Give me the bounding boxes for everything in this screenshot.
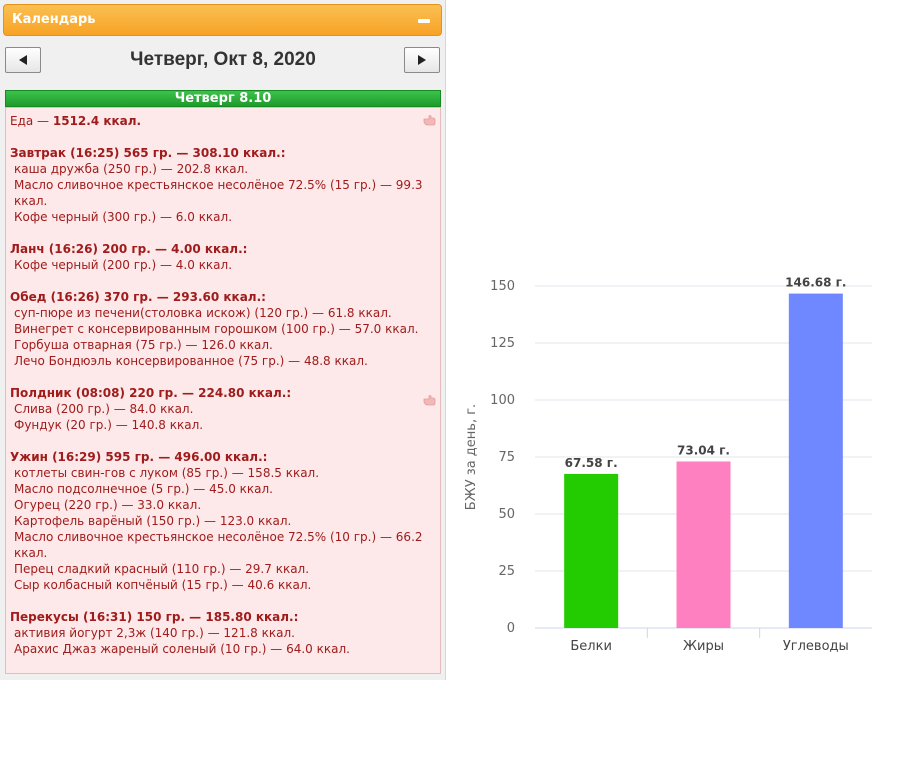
meal-header[interactable]: Завтрак (16:25) 565 гр. — 308.10 ккал.: [10,146,286,160]
meal-block: Завтрак (16:25) 565 гр. — 308.10 ккал.: к… [10,145,436,225]
meal-item[interactable]: Кофе черный (200 гр.) — 4.0 ккал. [14,258,233,272]
pointing-hand-icon[interactable] [422,112,436,126]
meal-item[interactable]: Горбуша отварная (75 гр.) — 126.0 ккал. [14,338,273,352]
meal-header[interactable]: Перекусы (16:31) 150 гр. — 185.80 ккал.: [10,610,299,624]
y-tick-label: 75 [498,450,515,465]
minus-icon[interactable] [418,19,430,23]
bar-data-label: 146.68 г. [785,276,846,290]
meal-header[interactable]: Обед (16:26) 370 гр. — 293.60 ккал.: [10,290,266,304]
y-tick-label: 100 [490,393,515,408]
food-summary: Еда — 1512.4 ккал. [10,113,436,129]
meal-list-box: Еда — 1512.4 ккал. Завтрак (16:25) 565 г… [5,107,441,674]
bar-data-label: 67.58 г. [565,456,618,470]
prev-day-button[interactable] [5,47,41,73]
day-bar[interactable]: Четверг 8.10 [5,90,441,107]
bar-data-label: 73.04 г. [677,443,730,457]
meal-item[interactable]: Кофе черный (300 гр.) — 6.0 ккал. [14,210,233,224]
meal-item[interactable]: Винегрет с консервированным горошком (10… [14,322,419,336]
meal-item[interactable]: Слива (200 гр.) — 84.0 ккал. [14,402,194,416]
arrow-left-icon [19,55,27,65]
meal-header[interactable]: Ланч (16:26) 200 гр. — 4.00 ккал.: [10,242,248,256]
next-day-button[interactable] [404,47,440,73]
meal-item[interactable]: Лечо Бондюэль консервированное (75 гр.) … [14,354,368,368]
y-axis-title: БЖУ за день, г. [464,404,479,510]
meal-item[interactable]: Масло сливочное крестьянское несолёное 7… [14,178,423,208]
meal-item[interactable]: Масло сливочное крестьянское несолёное 7… [14,530,423,560]
meal-item[interactable]: Перец сладкий красный (110 гр.) — 29.7 к… [14,562,310,576]
meal-item[interactable]: Картофель варёный (150 гр.) — 123.0 ккал… [14,514,292,528]
food-summary-value: 1512.4 ккал. [52,114,142,128]
meal-item[interactable]: суп-пюре из печени(столовка искож) (120 … [14,306,392,320]
meal-block: Обед (16:26) 370 гр. — 293.60 ккал.: суп-… [10,289,436,369]
meal-block: Полдник (08:08) 220 гр. — 224.80 ккал.: С… [10,385,436,433]
bar [788,293,843,628]
meal-header[interactable]: Полдник (08:08) 220 гр. — 224.80 ккал.: [10,386,292,400]
x-tick-label: Белки [570,639,612,654]
meal-item[interactable]: каша дружба (250 гр.) — 202.8 ккал. [14,162,249,176]
food-summary-prefix: Еда — [10,114,53,128]
macros-chart-svg: 0 25 50 75 100 125 150 БЖУ за день, г. 67.58 г. Б… [464,276,872,654]
y-tick-label: 125 [490,336,515,351]
calendar-title: Календарь [12,12,96,27]
x-tick-label: Углеводы [783,639,849,654]
meal-block: Ланч (16:26) 200 гр. — 4.00 ккал.: Кофе ч… [10,241,436,273]
macros-chart: 0 25 50 75 100 125 150 БЖУ за день, г. 67.58 г. Б… [447,258,887,678]
date-title: Четверг, Окт 8, 2020 [130,49,316,70]
arrow-right-icon [418,55,426,65]
y-tick-label: 150 [490,279,515,294]
meal-item[interactable]: Огурец (220 гр.) — 33.0 ккал. [14,498,202,512]
y-tick-label: 25 [498,564,515,579]
bar [676,461,731,628]
meal-header[interactable]: Ужин (16:29) 595 гр. — 496.00 ккал.: [10,450,268,464]
x-tick-label: Жиры [683,639,724,654]
meal-item[interactable]: Масло подсолнечное (5 гр.) — 45.0 ккал. [14,482,273,496]
calendar-header[interactable]: Календарь [3,4,442,36]
meals-container: Завтрак (16:25) 565 гр. — 308.10 ккал.: к… [10,145,436,657]
bar [564,473,619,628]
pointing-hand-icon[interactable] [422,392,436,406]
meal-item[interactable]: Арахис Джаз жареный соленый (10 гр.) — 6… [14,642,350,656]
y-tick-label: 0 [507,621,515,636]
meal-item[interactable]: Сыр колбасный копчёный (15 гр.) — 40.6 к… [14,578,312,592]
meal-list: Еда — 1512.4 ккал. Завтрак (16:25) 565 г… [10,113,436,673]
meal-block: Ужин (16:29) 595 гр. — 496.00 ккал.: котл… [10,449,436,593]
meal-item[interactable]: Фундук (20 гр.) — 140.8 ккал. [14,418,204,432]
calendar-panel: Календарь Четверг, Окт 8, 2020 Четверг 8… [0,0,446,680]
meal-item[interactable]: активия йогурт 2,3ж (140 гр.) — 121.8 кк… [14,626,295,640]
meal-item[interactable]: котлеты свин-гов с луком (85 гр.) — 158.… [14,466,320,480]
meal-block: Перекусы (16:31) 150 гр. — 185.80 ккал.:… [10,609,436,657]
day-bar-label: Четверг 8.10 [174,91,272,106]
y-tick-label: 50 [498,507,515,522]
